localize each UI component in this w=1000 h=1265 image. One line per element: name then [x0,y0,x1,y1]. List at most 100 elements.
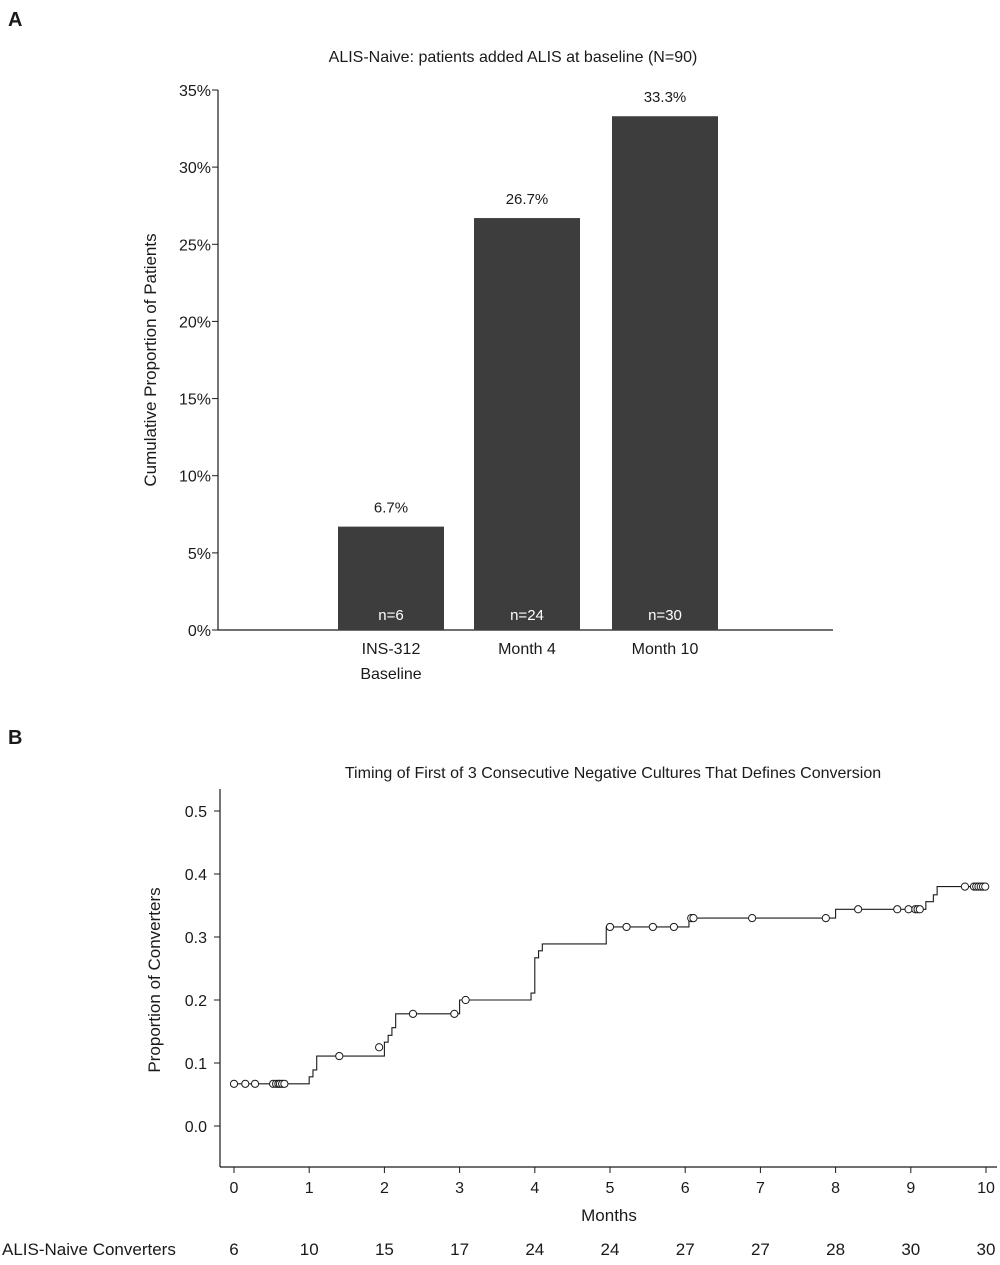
panel-b-x-tick-label: 0 [230,1180,239,1197]
risk-table-value: 10 [300,1240,319,1259]
panel-b-x-tick-4: 4 [530,1167,539,1197]
panel-b-y-tick-label: 0.5 [185,804,207,821]
panel-b-y-tick-label: 0.4 [185,867,207,884]
panel-b-y-tick-5: 0.5 [185,804,220,821]
panel-a-y-tick-0: 0% [188,623,218,640]
bar-n-label: n=30 [648,607,682,624]
panel-a-y-tick-7: 35% [179,83,218,100]
panel-b-x-tick-0: 0 [230,1167,239,1197]
panel-b-x-tick-label: 2 [380,1180,389,1197]
panel-a-y-tick-label: 10% [179,469,211,486]
panel-a-y-tick-label: 5% [188,546,211,563]
censor-marker [408,1009,418,1018]
censor-markers [229,882,990,1088]
risk-table-value: 15 [375,1240,394,1259]
panel-b-x-tick-label: 7 [756,1180,765,1197]
bar-value-label: 6.7% [374,500,408,517]
panel-b-y-axis-label: Proportion of Converters [145,887,164,1072]
censor-marker [250,1079,260,1088]
bar-ins312-baseline [338,526,444,630]
censor-marker [648,922,657,932]
censor-marker [960,882,970,891]
censor-marker [450,1009,459,1018]
converters-step-line [234,886,986,1085]
panel-a-y-tick-5: 25% [179,237,218,254]
panel-a: A ALIS-Naive: patients added ALIS at bas… [8,9,833,683]
bar-n-label: n=6 [378,607,403,624]
panel-a-y-tick-2: 10% [179,469,218,486]
panel-b-x-tick-label: 4 [530,1180,539,1197]
panel-b-y-tick-1: 0.1 [185,1056,220,1073]
risk-table-value: 17 [450,1240,469,1259]
risk-table-value: 27 [751,1240,770,1259]
panel-a-letter: A [8,9,22,31]
risk-table-value: 24 [601,1240,620,1259]
bar-month-4 [474,218,580,631]
panel-b-x-tick-label: 3 [455,1180,464,1197]
panel-a-x-tick-label: Month 10 [632,641,699,658]
panel-a-y-tick-label: 25% [179,237,211,254]
panel-b-x-tick-label: 5 [606,1180,615,1197]
censor-marker [605,922,615,932]
censor-marker [821,914,830,923]
panel-a-y-axis-label: Cumulative Proportion of Patients [141,233,160,486]
risk-table-value: 24 [525,1240,544,1259]
censor-marker [229,1079,239,1088]
risk-table-value: 6 [229,1240,238,1259]
bar-value-label: 26.7% [506,191,549,208]
censor-marker [461,995,470,1005]
panel-a-title: ALIS-Naive: patients added ALIS at basel… [329,49,698,66]
panel-b-letter: B [8,727,22,749]
panel-b-x-tick-7: 7 [756,1167,765,1197]
censor-marker [375,1043,384,1052]
panel-a-y-tick-6: 30% [179,160,218,177]
censor-marker [241,1079,250,1088]
bar-value-label: 33.3% [644,89,687,106]
panel-b-y-tick-2: 0.2 [185,993,220,1010]
censor-marker [854,905,863,914]
panel-b: B Timing of First of 3 Consecutive Negat… [2,727,997,1259]
panel-b-x-tick-label: 10 [977,1180,995,1197]
panel-b-x-tick-label: 9 [906,1180,915,1197]
panel-b-y-tick-0: 0.0 [185,1119,220,1136]
panel-a-y-tick-label: 0% [188,623,211,640]
censor-marker [981,882,990,891]
panel-b-x-tick-3: 3 [455,1167,464,1197]
panel-a-y-tick-label: 30% [179,160,211,177]
panel-b-x-tick-9: 9 [906,1167,915,1197]
panel-b-y-tick-label: 0.0 [185,1119,207,1136]
censor-marker [280,1079,289,1088]
bar-n-label: n=24 [510,607,544,624]
censor-marker [915,905,924,914]
panel-a-x-tick-label: Month 4 [498,641,556,658]
panel-b-title: Timing of First of 3 Consecutive Negativ… [345,765,881,782]
risk-table-value: 27 [676,1240,695,1259]
panel-a-bars [338,116,718,631]
panel-b-y-tick-label: 0.3 [185,930,207,947]
censor-marker [622,922,631,932]
panel-b-x-tick-1: 1 [305,1167,314,1197]
panel-b-x-tick-2: 2 [380,1167,389,1197]
panel-a-x-tick-label: Baseline [360,666,421,683]
bar-month-10 [612,116,718,630]
panel-a-y-tick-4: 20% [179,314,218,331]
panel-b-x-tick-10: 10 [977,1167,995,1197]
panel-b-x-tick-6: 6 [681,1167,690,1197]
panel-a-y-tick-label: 20% [179,314,211,331]
panel-a-x-tick-label: INS-312 [362,641,421,658]
panel-b-y-tick-3: 0.3 [185,930,220,947]
panel-b-x-ticks: 0 1 2 3 4 5 6 7 8 9 10 [230,1167,995,1197]
risk-table-value: 28 [826,1240,845,1259]
censor-marker [669,922,679,932]
censor-marker [335,1051,344,1061]
panel-b-x-axis-label: Months [581,1206,637,1225]
panel-a-y-tick-1: 5% [188,546,218,563]
risk-table: ALIS-Naive Converters 6 10 15 17 24 24 2… [2,1240,995,1259]
risk-table-label: ALIS-Naive Converters [2,1240,176,1259]
panel-b-x-tick-8: 8 [831,1167,840,1197]
panel-b-x-tick-label: 6 [681,1180,690,1197]
censor-marker [689,914,698,923]
panel-b-y-tick-label: 0.2 [185,993,207,1010]
panel-b-x-tick-5: 5 [606,1167,615,1197]
